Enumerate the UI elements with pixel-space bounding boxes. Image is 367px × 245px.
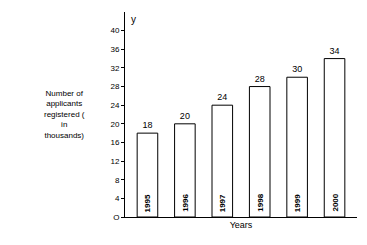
svg-text:12: 12 <box>110 157 119 166</box>
svg-text:1996: 1996 <box>181 194 190 212</box>
svg-text:20: 20 <box>180 111 190 121</box>
svg-text:y: y <box>131 14 136 25</box>
svg-text:18: 18 <box>142 120 152 130</box>
svg-text:40: 40 <box>110 26 119 35</box>
svg-text:20: 20 <box>110 120 119 129</box>
svg-text:1998: 1998 <box>256 193 265 211</box>
svg-text:2000: 2000 <box>331 193 340 211</box>
svg-text:32: 32 <box>110 64 119 73</box>
svg-text:16: 16 <box>110 138 119 147</box>
svg-text:28: 28 <box>255 74 265 84</box>
svg-text:O: O <box>113 213 119 222</box>
svg-text:24: 24 <box>110 101 119 110</box>
svg-text:8: 8 <box>115 176 120 185</box>
svg-text:1995: 1995 <box>143 194 152 212</box>
svg-text:34: 34 <box>330 46 340 56</box>
svg-text:36: 36 <box>110 45 119 54</box>
svg-text:24: 24 <box>217 92 227 102</box>
svg-text:Years: Years <box>230 220 253 230</box>
svg-text:4: 4 <box>115 194 120 203</box>
svg-text:1997: 1997 <box>218 194 227 212</box>
svg-text:30: 30 <box>292 64 302 74</box>
svg-text:28: 28 <box>110 82 119 91</box>
svg-text:Number ofapplicantsregistered: Number ofapplicantsregistered (inthousan… <box>44 89 85 140</box>
svg-text:1999: 1999 <box>293 194 302 212</box>
